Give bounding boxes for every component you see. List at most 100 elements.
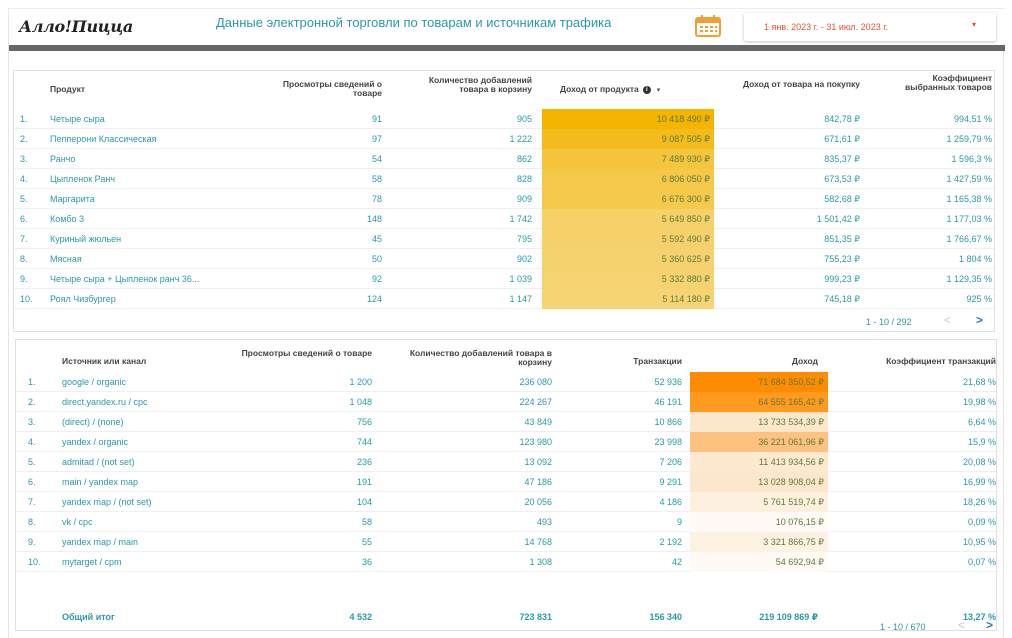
selection-rate-value: 925 % xyxy=(966,294,992,304)
row-index: 6. xyxy=(20,214,28,224)
table-row[interactable]: 4. Цыпленок Ранч 58 828 6 806 050 ₽ 673,53 ₽ 1… xyxy=(14,169,994,189)
total-label: Общий итог xyxy=(62,612,115,622)
source-name[interactable]: yandex map / (not set) xyxy=(62,497,152,507)
table-row[interactable]: 6. main / yandex map 191 47 186 9 291 13 028 … xyxy=(16,472,996,492)
next-page-button[interactable]: > xyxy=(976,313,984,327)
product-name[interactable]: Пепперони Классическая xyxy=(50,134,157,144)
total-views: 4 532 xyxy=(349,612,372,622)
transaction-rate-value: 18,26 % xyxy=(962,497,996,507)
table-row[interactable]: 1. google / organic 1 200 236 080 52 936 71 6… xyxy=(16,372,996,392)
revenue-value: 13 733 534,39 ₽ xyxy=(690,412,828,432)
source-name[interactable]: vk / cpc xyxy=(62,517,93,527)
revenue-value: 5 332 880 ₽ xyxy=(542,269,714,289)
table-row[interactable]: 9. yandex map / main 55 14 768 2 192 3 321 86… xyxy=(16,532,996,552)
product-name[interactable]: Ранчо xyxy=(50,154,76,164)
views-value: 55 xyxy=(361,537,372,547)
col-header-add-to-cart[interactable]: Количество добавлений товара в корзину xyxy=(409,348,552,367)
table-row[interactable]: 8. vk / cpc 58 493 9 10 076,15 ₽ 0,09 % xyxy=(16,512,996,532)
table-row[interactable]: 6. Комбо 3 148 1 742 5 649 850 ₽ 1 501,42 ₽ 1 … xyxy=(14,209,994,229)
table-row[interactable]: 5. admitad / (not set) 236 13 092 7 206 11 41… xyxy=(16,452,996,472)
next-page-button[interactable]: > xyxy=(986,618,994,632)
product-name[interactable]: Цыпленок Ранч xyxy=(50,174,116,184)
row-index: 3. xyxy=(28,417,36,427)
transaction-rate-value: 16,99 % xyxy=(962,477,996,487)
source-name[interactable]: google / organic xyxy=(62,377,127,387)
product-name[interactable]: Роял Чизбургер xyxy=(50,294,116,304)
info-icon[interactable]: i xyxy=(642,85,651,94)
transactions-value: 9 xyxy=(676,517,682,527)
revenue-value: 7 489 930 ₽ xyxy=(542,149,714,169)
revenue-value: 36 221 061,96 ₽ xyxy=(690,432,828,452)
product-name[interactable]: Маргарита xyxy=(50,194,95,204)
views-value: 78 xyxy=(371,194,382,204)
selection-rate-value: 1 804 % xyxy=(958,254,992,264)
views-value: 45 xyxy=(371,234,382,244)
table-row[interactable]: 5. Маргарита 78 909 6 676 300 ₽ 582,68 ₽ 1 165… xyxy=(14,189,994,209)
total-transaction-rate: 13,27 % xyxy=(962,612,996,622)
source-name[interactable]: mytarget / cpm xyxy=(62,557,122,567)
col-header-selection-rate[interactable]: Коэффициент выбранных товаров xyxy=(905,73,992,92)
table-row[interactable]: 2. Пепперони Классическая 97 1 222 9 087 505… xyxy=(14,129,994,149)
table-row[interactable]: 10. mytarget / cpm 36 1 308 42 54 692,94 ₽ 0,0… xyxy=(16,552,996,572)
source-name[interactable]: main / yandex map xyxy=(62,477,139,487)
product-name[interactable]: Четыре сыра + Цыпленок ранч 36... xyxy=(50,274,200,284)
col-header-views[interactable]: Просмотры сведений о товаре xyxy=(282,79,382,98)
source-name[interactable]: admitad / (not set) xyxy=(62,457,135,467)
table-row[interactable]: 1. Четыре сыра 91 905 10 418 490 ₽ 842,78 ₽ 99… xyxy=(14,109,994,129)
table-row[interactable]: 3. (direct) / (none) 756 43 849 10 866 13 733… xyxy=(16,412,996,432)
revenue-per-purchase-value: 745,18 ₽ xyxy=(824,294,860,304)
col-header-add-to-cart[interactable]: Количество добавлений товара в корзину xyxy=(428,75,532,94)
table-row[interactable]: 3. Ранчо 54 862 7 489 930 ₽ 835,37 ₽ 1 596,3 % xyxy=(14,149,994,169)
add-to-cart-value: 909 xyxy=(516,194,532,204)
col-header-product[interactable]: Продукт xyxy=(50,84,86,94)
revenue-per-purchase-value: 851,35 ₽ xyxy=(824,234,860,244)
table-row[interactable]: 4. yandex / organic 744 123 980 23 998 36 221… xyxy=(16,432,996,452)
col-header-views[interactable]: Просмотры сведений о товаре xyxy=(241,348,372,358)
revenue-per-purchase-value: 835,37 ₽ xyxy=(824,154,860,164)
table-row[interactable]: 2. direct.yandex.ru / cpc 1 048 224 267 46 1… xyxy=(16,392,996,412)
product-name[interactable]: Комбо 3 xyxy=(50,214,85,224)
calendar-icon[interactable] xyxy=(695,15,721,37)
revenue-value: 5 360 625 ₽ xyxy=(542,249,714,269)
add-to-cart-value: 236 080 xyxy=(519,377,552,387)
col-header-transactions[interactable]: Транзакции xyxy=(633,356,682,366)
product-name[interactable]: Куриный жюльен xyxy=(50,234,122,244)
table-row[interactable]: 10. Роял Чизбургер 124 1 147 5 114 180 ₽ 745,… xyxy=(14,289,994,309)
add-to-cart-value: 1 222 xyxy=(509,134,532,144)
table-row[interactable]: 7. Куриный жюльен 45 795 5 592 490 ₽ 851,35 ₽… xyxy=(14,229,994,249)
total-transactions: 156 340 xyxy=(649,612,682,622)
col-header-transaction-rate[interactable]: Коэффициент транзакций xyxy=(886,356,996,366)
col-header-revenue-label: Доход от продукта xyxy=(560,84,639,94)
selection-rate-value: 994,51 % xyxy=(953,114,992,124)
transactions-value: 7 206 xyxy=(659,457,682,467)
source-name[interactable]: yandex / organic xyxy=(62,437,129,447)
selection-rate-value: 1 596,3 % xyxy=(951,154,992,164)
source-name[interactable]: (direct) / (none) xyxy=(62,417,124,427)
prev-page-button[interactable]: < xyxy=(944,313,952,327)
table-row[interactable]: 7. yandex map / (not set) 104 20 056 4 186 5 … xyxy=(16,492,996,512)
transaction-rate-value: 6,64 % xyxy=(967,417,996,427)
transactions-value: 52 936 xyxy=(654,377,682,387)
col-header-revenue[interactable]: Доход xyxy=(791,356,818,366)
product-name[interactable]: Мясная xyxy=(50,254,82,264)
col-header-revenue-per-purchase[interactable]: Доход от товара на покупку xyxy=(742,79,860,89)
transaction-rate-value: 0,07 % xyxy=(967,557,996,567)
col-header-source[interactable]: Источник или канал xyxy=(62,356,147,366)
col-header-revenue[interactable]: Доход от продукта i ▾ xyxy=(560,85,720,95)
selection-rate-value: 1 259,79 % xyxy=(946,134,992,144)
product-name[interactable]: Четыре сыра xyxy=(50,114,105,124)
table-row[interactable]: 9. Четыре сыра + Цыпленок ранч 36... 92 1 0… xyxy=(14,269,994,289)
table-row[interactable]: 8. Мясная 50 902 5 360 625 ₽ 755,23 ₽ 1 804 % xyxy=(14,249,994,269)
row-index: 8. xyxy=(28,517,36,527)
date-range-text: 1 янв. 2023 г. - 31 июл. 2023 г. xyxy=(764,22,888,32)
date-range-picker[interactable]: 1 янв. 2023 г. - 31 июл. 2023 г. ▾ xyxy=(744,13,996,41)
revenue-value: 5 592 490 ₽ xyxy=(542,229,714,249)
revenue-value: 5 649 850 ₽ xyxy=(542,209,714,229)
source-name[interactable]: yandex map / main xyxy=(62,537,139,547)
transaction-rate-value: 19,98 % xyxy=(962,397,996,407)
revenue-value: 71 684 350,52 ₽ xyxy=(690,372,828,392)
row-index: 2. xyxy=(20,134,28,144)
sort-desc-icon[interactable]: ▾ xyxy=(656,87,661,94)
prev-page-button[interactable]: < xyxy=(958,618,966,632)
source-name[interactable]: direct.yandex.ru / cpc xyxy=(62,397,148,407)
